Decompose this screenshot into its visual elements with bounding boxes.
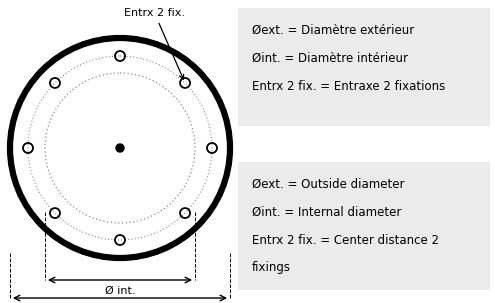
FancyBboxPatch shape <box>238 162 490 290</box>
Text: Øint. = Internal diameter: Øint. = Internal diameter <box>252 205 401 218</box>
Text: Entrx 2 fix. = Entraxe 2 fixations: Entrx 2 fix. = Entraxe 2 fixations <box>252 79 445 92</box>
Text: Entrx 2 fix.: Entrx 2 fix. <box>124 8 185 79</box>
Text: Ø int.: Ø int. <box>105 286 135 296</box>
Text: Øext. = Diamètre extérieur: Øext. = Diamètre extérieur <box>252 24 414 36</box>
Text: fixings: fixings <box>252 261 291 275</box>
FancyBboxPatch shape <box>238 8 490 126</box>
Text: Entrx 2 fix. = Center distance 2: Entrx 2 fix. = Center distance 2 <box>252 234 439 247</box>
Text: Øext. = Outside diameter: Øext. = Outside diameter <box>252 178 404 191</box>
Text: Øint. = Diamètre intérieur: Øint. = Diamètre intérieur <box>252 52 408 65</box>
Circle shape <box>116 144 124 152</box>
